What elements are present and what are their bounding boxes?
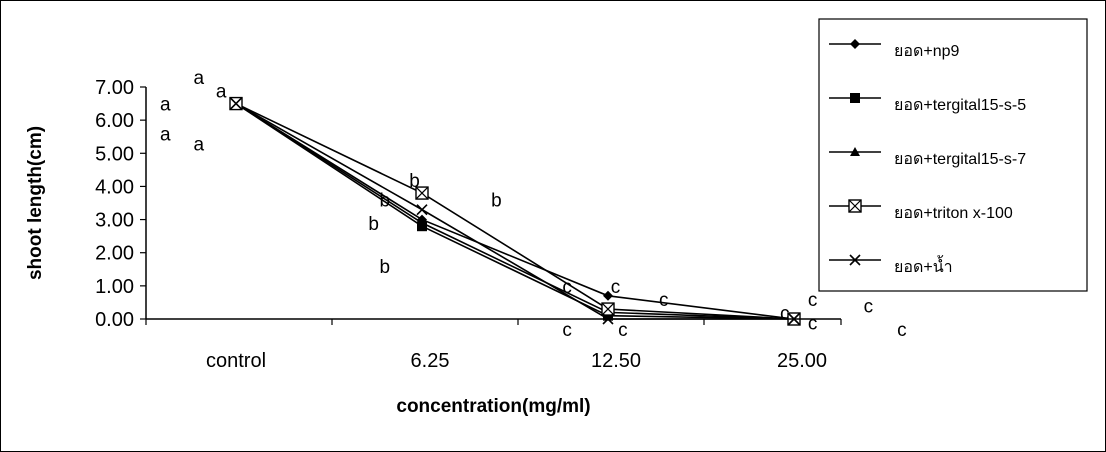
diamond-marker — [603, 290, 613, 301]
legend-item: ยอด+น้ำ — [829, 254, 953, 276]
x-tick-label: control — [206, 350, 266, 372]
significance-letter: c — [808, 290, 818, 311]
x-tick-label: 6.25 — [411, 350, 450, 372]
significance-letter: b — [491, 191, 502, 212]
series-markers — [229, 96, 801, 326]
legend-box — [818, 18, 1088, 292]
significance-letter: b — [409, 171, 420, 192]
legend: ยอด+np9 ยอด+tergital15-s-5 ยอด+tergital15-… — [818, 18, 1088, 292]
legend-label: ยอด+np9 — [894, 43, 960, 60]
square-marker — [850, 93, 860, 103]
series-line — [235, 102, 795, 320]
y-axis-title: shoot length(cm) — [25, 126, 46, 280]
significance-letter: b — [368, 214, 379, 235]
significance-letter: c — [611, 277, 621, 298]
legend-item: ยอด+np9 — [829, 39, 960, 60]
significance-letter: b — [380, 257, 391, 278]
y-tick-label: 1.00 — [95, 276, 134, 298]
series-line — [235, 102, 795, 320]
legend-label: ยอด+triton x-100 — [894, 205, 1013, 222]
boxx-marker — [601, 302, 615, 316]
y-tick-labels: 0.00 1.00 2.00 3.00 4.00 5.00 6.00 7.00 — [95, 77, 134, 331]
x-tick-label: 25.00 — [777, 350, 827, 372]
axes — [140, 86, 842, 325]
y-tick-label: 4.00 — [95, 176, 134, 198]
x-marker — [416, 204, 428, 216]
y-tick-label: 2.00 — [95, 243, 134, 265]
legend-label: ยอด+tergital15-s-7 — [894, 151, 1026, 168]
legend-item: ยอด+tergital15-s-5 — [829, 93, 1026, 114]
x-marker — [230, 98, 242, 110]
y-tick-label: 6.00 — [95, 110, 134, 132]
y-tick-label: 5.00 — [95, 143, 134, 165]
y-tick-label: 7.00 — [95, 77, 134, 99]
series-line — [235, 102, 795, 320]
significance-letter: c — [808, 313, 818, 334]
diamond-marker — [850, 39, 860, 49]
y-tick-label: 0.00 — [95, 309, 134, 331]
legend-item: ยอด+triton x-100 — [829, 199, 1013, 222]
legend-item: ยอด+tergital15-s-7 — [829, 147, 1026, 168]
triangle-marker — [850, 147, 860, 156]
significance-letter: c — [562, 320, 572, 341]
significance-letter: a — [194, 134, 205, 155]
series-line — [235, 102, 794, 320]
significance-letter: c — [659, 290, 669, 311]
significance-letter: a — [160, 95, 171, 116]
x-tick-label: 12.50 — [591, 350, 641, 372]
significance-letter: c — [562, 277, 572, 298]
significance-letter: c — [864, 297, 874, 318]
boxx-marker — [415, 186, 429, 200]
x-axis-title: concentration(mg/ml) — [396, 396, 590, 417]
significance-letter: a — [160, 124, 171, 145]
significance-letter: c — [780, 303, 790, 324]
significance-letter: a — [194, 68, 205, 89]
significance-letter: c — [897, 320, 907, 341]
legend-label: ยอด+tergital15-s-5 — [894, 97, 1026, 114]
triangle-marker — [417, 217, 427, 227]
x-tick-labels: control 6.25 12.50 25.00 — [206, 350, 827, 372]
series-line — [235, 102, 795, 320]
series-lines — [235, 102, 795, 320]
significance-letter: c — [618, 320, 628, 341]
boxx-marker — [848, 199, 862, 213]
x-marker — [849, 254, 861, 266]
y-tick-label: 3.00 — [95, 210, 134, 232]
legend-label: ยอด+น้ำ — [894, 255, 953, 276]
significance-letter: a — [216, 81, 227, 102]
